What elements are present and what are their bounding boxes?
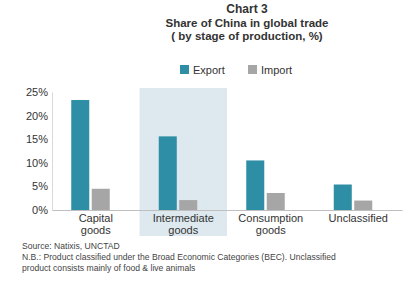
x-tick-label: Unclassified <box>329 212 388 224</box>
x-tick-label: Capitalgoods <box>79 212 113 236</box>
legend-label: Import <box>261 64 292 76</box>
x-axis-line <box>53 210 403 211</box>
y-tick-label: 5% <box>32 180 48 192</box>
y-tick: 5% <box>32 180 52 192</box>
y-axis: 0% 5% 10% 15% 20% 25% <box>26 86 53 216</box>
highlight-band <box>140 88 228 236</box>
bar <box>92 189 110 210</box>
annotation: Source: Natixis, UNCTAD <box>22 241 120 251</box>
annotation: product consists mainly of food & live a… <box>22 263 195 273</box>
y-tick-label: 10% <box>26 157 48 169</box>
x-tick: Unclassified <box>329 210 388 224</box>
bars <box>71 100 372 210</box>
x-axis: Capitalgoods Intermediategoods Consumption… <box>53 210 403 236</box>
annotation: N.B.: Product classified under the Broad… <box>22 252 336 262</box>
x-tick: Consumptiongoods <box>238 210 303 236</box>
y-tick: 0% <box>32 204 52 216</box>
bar <box>267 193 285 210</box>
y-tick: 20% <box>26 110 52 122</box>
y-axis-line <box>52 93 53 211</box>
y-tick-label: 25% <box>26 86 48 98</box>
bar <box>354 201 372 210</box>
x-tick: Intermediategoods <box>153 210 214 236</box>
y-tick-label: 15% <box>26 133 48 145</box>
legend: Export Import <box>180 64 292 76</box>
x-tick-label: Consumptiongoods <box>238 212 303 236</box>
legend-label: Export <box>193 64 225 76</box>
bar <box>159 136 177 210</box>
legend-swatch <box>180 65 189 74</box>
y-tick: 10% <box>26 157 52 169</box>
x-tick: Capitalgoods <box>79 210 113 236</box>
legend-swatch <box>248 65 257 74</box>
bar <box>179 200 197 210</box>
chart: Chart 3Share of China in global trade( b… <box>0 0 409 296</box>
subtitle: ( by stage of production, %) <box>171 30 323 42</box>
bar <box>246 160 264 210</box>
bar <box>71 100 89 210</box>
x-tick-label: Intermediategoods <box>153 212 214 236</box>
y-tick: 25% <box>26 86 52 98</box>
bar <box>334 185 352 210</box>
title: Chart 3 <box>226 2 268 16</box>
subtitle: Share of China in global trade <box>166 17 329 29</box>
y-tick-label: 0% <box>32 204 48 216</box>
y-tick-label: 20% <box>26 110 48 122</box>
y-tick: 15% <box>26 133 52 145</box>
